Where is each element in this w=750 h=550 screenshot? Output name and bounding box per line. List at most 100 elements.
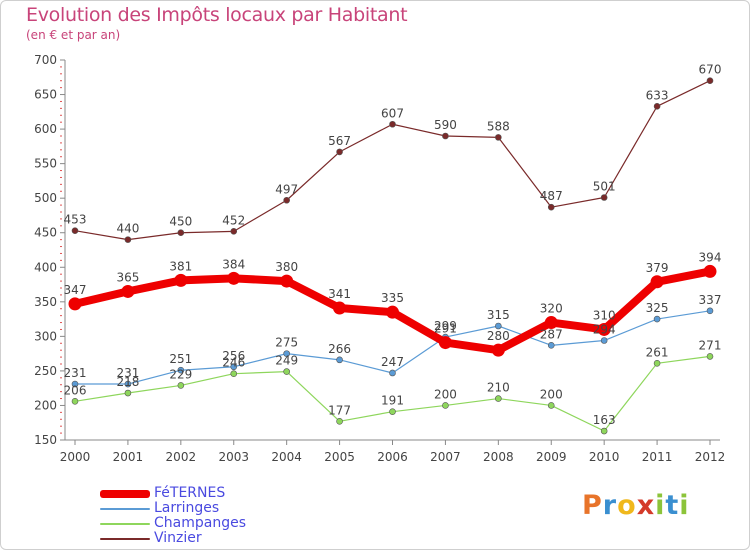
data-label-vinzier: 497	[275, 182, 298, 196]
data-label-champanges: 271	[699, 338, 722, 352]
logo-letter: P	[582, 490, 603, 521]
x-tick-label: 2008	[483, 450, 514, 464]
data-point-vinzier	[124, 236, 132, 243]
data-label-larringes: 247	[381, 355, 404, 369]
data-label-champanges: 246	[222, 356, 245, 370]
data-point-larringes	[600, 337, 608, 344]
data-label-vinzier: 607	[381, 106, 404, 120]
data-point-vinzier	[177, 229, 185, 237]
data-label-champanges: 163	[593, 413, 616, 427]
y-tick-label: 250	[34, 364, 57, 378]
data-label-champanges: 218	[116, 375, 139, 389]
data-label-f-ternes: 384	[222, 257, 245, 271]
legend-label: Champanges	[154, 515, 246, 531]
logo-letter: o	[617, 490, 637, 521]
data-point-larringes	[283, 350, 290, 357]
y-tick-label: 450	[34, 226, 57, 240]
x-tick-label: 2002	[166, 450, 197, 464]
data-point-champanges	[600, 427, 608, 435]
data-label-vinzier: 452	[222, 213, 245, 227]
y-tick-label: 600	[34, 122, 57, 136]
legend-label: FéTERNES	[154, 485, 226, 501]
data-label-f-ternes: 280	[487, 329, 510, 343]
data-point-champanges	[230, 370, 238, 377]
x-tick-label: 2011	[642, 450, 673, 464]
legend-swatch	[100, 537, 150, 540]
x-tick-label: 2006	[377, 450, 408, 464]
data-point-larringes	[706, 307, 714, 315]
data-label-vinzier: 670	[699, 63, 722, 77]
y-tick-label: 300	[34, 329, 57, 343]
data-label-f-ternes: 380	[275, 260, 298, 274]
data-point-f-ternes	[280, 274, 294, 288]
data-point-vinzier	[283, 196, 290, 204]
data-label-larringes: 299	[434, 319, 457, 333]
data-point-f-ternes	[333, 301, 347, 315]
data-point-larringes	[653, 315, 661, 323]
data-point-larringes	[124, 380, 132, 388]
data-point-f-ternes	[227, 271, 241, 285]
x-tick-label: 2009	[536, 450, 567, 464]
data-label-larringes: 315	[487, 308, 510, 322]
logo-letter: i	[655, 490, 666, 521]
data-point-f-ternes	[703, 264, 717, 278]
data-point-champanges	[547, 402, 555, 409]
data-point-vinzier	[706, 77, 714, 85]
data-label-larringes: 231	[64, 366, 87, 380]
x-tick-label: 2003	[218, 450, 249, 464]
data-point-f-ternes	[174, 273, 188, 287]
data-point-larringes	[389, 369, 396, 377]
data-point-f-ternes	[438, 336, 452, 350]
data-point-champanges	[283, 368, 290, 375]
data-label-f-ternes: 394	[699, 250, 722, 264]
data-point-larringes	[547, 342, 555, 349]
y-tick-label: 400	[34, 260, 57, 274]
chart-subtitle: (en € et par an)	[26, 28, 121, 42]
data-label-champanges: 261	[646, 345, 669, 359]
legend-item: FéTERNES	[100, 486, 246, 501]
data-label-larringes: 251	[169, 352, 192, 366]
y-tick-label: 500	[34, 191, 57, 205]
data-point-vinzier	[336, 148, 343, 156]
x-tick-label: 2001	[113, 450, 144, 464]
logo-letter: x	[636, 490, 656, 521]
data-label-champanges: 200	[434, 387, 457, 401]
data-point-champanges	[706, 353, 714, 360]
data-point-vinzier	[230, 228, 238, 235]
legend-item: Vinzier	[100, 531, 246, 546]
data-point-larringes	[71, 380, 79, 388]
legend-item: Champanges	[100, 516, 246, 531]
data-label-f-ternes: 320	[540, 302, 563, 316]
data-point-f-ternes	[650, 275, 664, 289]
data-label-larringes: 231	[116, 366, 139, 380]
data-label-larringes: 287	[540, 327, 563, 341]
x-tick-label: 2000	[60, 450, 91, 464]
data-point-vinzier	[442, 132, 449, 140]
data-point-vinzier	[653, 102, 661, 110]
data-label-f-ternes: 379	[646, 261, 669, 275]
data-point-vinzier	[389, 120, 396, 128]
x-tick-label: 2007	[430, 450, 461, 464]
data-label-vinzier: 588	[487, 119, 510, 133]
proxiti-logo: Proxiti	[582, 490, 690, 521]
y-tick-label: 150	[34, 433, 57, 447]
data-label-champanges: 206	[64, 383, 87, 397]
data-label-f-ternes: 365	[116, 270, 139, 284]
data-label-vinzier: 633	[646, 88, 669, 102]
data-point-vinzier	[547, 203, 555, 211]
y-tick-label: 700	[34, 53, 57, 67]
data-label-larringes: 337	[699, 293, 722, 307]
legend-label: Vinzier	[154, 530, 202, 546]
legend-item: Larringes	[100, 501, 246, 516]
y-tick-label: 200	[34, 398, 57, 412]
data-point-champanges	[442, 402, 449, 409]
chart-legend: FéTERNES Larringes Champanges Vinzier	[100, 486, 246, 546]
data-label-champanges: 191	[381, 394, 404, 408]
data-point-champanges	[124, 389, 132, 397]
data-label-vinzier: 450	[169, 215, 192, 229]
data-label-vinzier: 487	[540, 189, 563, 203]
x-tick-label: 2012	[695, 450, 726, 464]
y-tick-label: 550	[34, 157, 57, 171]
logo-letter: r	[602, 490, 618, 521]
